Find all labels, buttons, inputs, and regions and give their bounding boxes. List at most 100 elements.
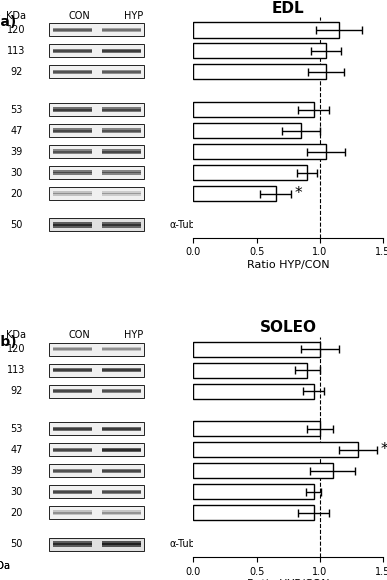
Bar	[53, 224, 92, 226]
Bar	[101, 224, 140, 226]
Bar	[194, 102, 313, 117]
Bar	[53, 222, 92, 228]
Bar	[49, 465, 144, 477]
Bar	[101, 49, 140, 53]
Bar	[53, 448, 92, 452]
Bar	[101, 543, 140, 545]
Bar	[101, 428, 140, 430]
Bar	[53, 347, 92, 351]
Bar	[101, 50, 140, 52]
Text: 20: 20	[10, 508, 23, 518]
Text: 92: 92	[10, 67, 23, 77]
Text: KDa: KDa	[7, 10, 26, 20]
Text: 30: 30	[10, 487, 22, 497]
Bar	[101, 448, 140, 452]
Bar	[194, 186, 276, 201]
Bar	[53, 541, 92, 547]
Bar	[53, 70, 92, 74]
Bar	[49, 506, 144, 519]
Text: *: *	[295, 186, 302, 201]
Text: HYP: HYP	[124, 10, 143, 20]
Bar	[53, 172, 92, 173]
Bar	[53, 28, 92, 32]
Bar	[53, 108, 92, 111]
Bar	[49, 103, 144, 116]
Text: α-Tubulin: α-Tubulin	[170, 220, 214, 230]
Bar	[194, 383, 313, 398]
Bar	[101, 71, 140, 73]
Bar	[49, 422, 144, 436]
Text: 47: 47	[10, 126, 23, 136]
Bar	[101, 222, 140, 228]
Bar	[101, 369, 140, 371]
Bar	[53, 349, 92, 350]
Bar	[101, 510, 140, 515]
Bar	[101, 29, 140, 31]
Bar	[53, 369, 92, 371]
Bar	[49, 443, 144, 456]
Title: EDL: EDL	[272, 1, 305, 16]
Bar	[194, 505, 313, 520]
Bar	[101, 28, 140, 32]
Bar	[101, 491, 140, 492]
Bar	[53, 543, 92, 545]
Text: 120: 120	[7, 25, 26, 35]
Bar	[194, 165, 307, 180]
Text: 39: 39	[10, 147, 22, 157]
Bar	[53, 171, 92, 175]
Bar	[53, 428, 92, 430]
Bar	[49, 187, 144, 200]
X-axis label: Ratio HYP/CON: Ratio HYP/CON	[247, 579, 330, 580]
Text: 30: 30	[10, 168, 22, 177]
Bar	[194, 484, 313, 499]
Bar	[101, 151, 140, 153]
Bar	[53, 491, 92, 492]
Bar	[53, 490, 92, 494]
Bar	[194, 362, 307, 378]
Bar	[49, 45, 144, 57]
Bar	[101, 191, 140, 196]
Bar	[53, 50, 92, 52]
Title: SOLEO: SOLEO	[260, 321, 317, 335]
Bar	[53, 390, 92, 392]
Bar	[194, 44, 326, 59]
Bar	[194, 23, 339, 38]
Bar	[49, 538, 144, 551]
Bar	[49, 343, 144, 356]
Bar	[53, 149, 92, 154]
Text: (a): (a)	[0, 15, 17, 30]
Text: 53: 53	[10, 104, 23, 115]
Bar	[53, 49, 92, 53]
Text: 20: 20	[10, 188, 23, 198]
Bar	[101, 70, 140, 74]
Bar	[101, 470, 140, 472]
Bar	[53, 510, 92, 515]
Text: 113: 113	[7, 46, 26, 56]
Bar	[101, 347, 140, 351]
Bar	[53, 512, 92, 514]
Text: 113: 113	[7, 365, 26, 375]
Text: KDa: KDa	[0, 561, 10, 571]
Bar	[101, 349, 140, 350]
Bar	[53, 427, 92, 431]
Bar	[101, 172, 140, 173]
Bar	[53, 470, 92, 472]
Bar	[194, 342, 320, 357]
Bar	[53, 107, 92, 112]
Bar	[53, 389, 92, 393]
Bar	[194, 421, 320, 436]
Bar	[53, 191, 92, 196]
Bar	[53, 193, 92, 194]
Bar	[53, 71, 92, 73]
Text: *: *	[380, 443, 387, 458]
Text: 39: 39	[10, 466, 22, 476]
Text: (b): (b)	[0, 335, 17, 349]
Bar	[53, 128, 92, 133]
Text: 50: 50	[10, 539, 23, 549]
Bar	[101, 130, 140, 132]
Text: CON: CON	[69, 330, 91, 340]
Bar	[53, 449, 92, 451]
Bar	[49, 385, 144, 398]
Bar	[49, 219, 144, 231]
Bar	[53, 29, 92, 31]
